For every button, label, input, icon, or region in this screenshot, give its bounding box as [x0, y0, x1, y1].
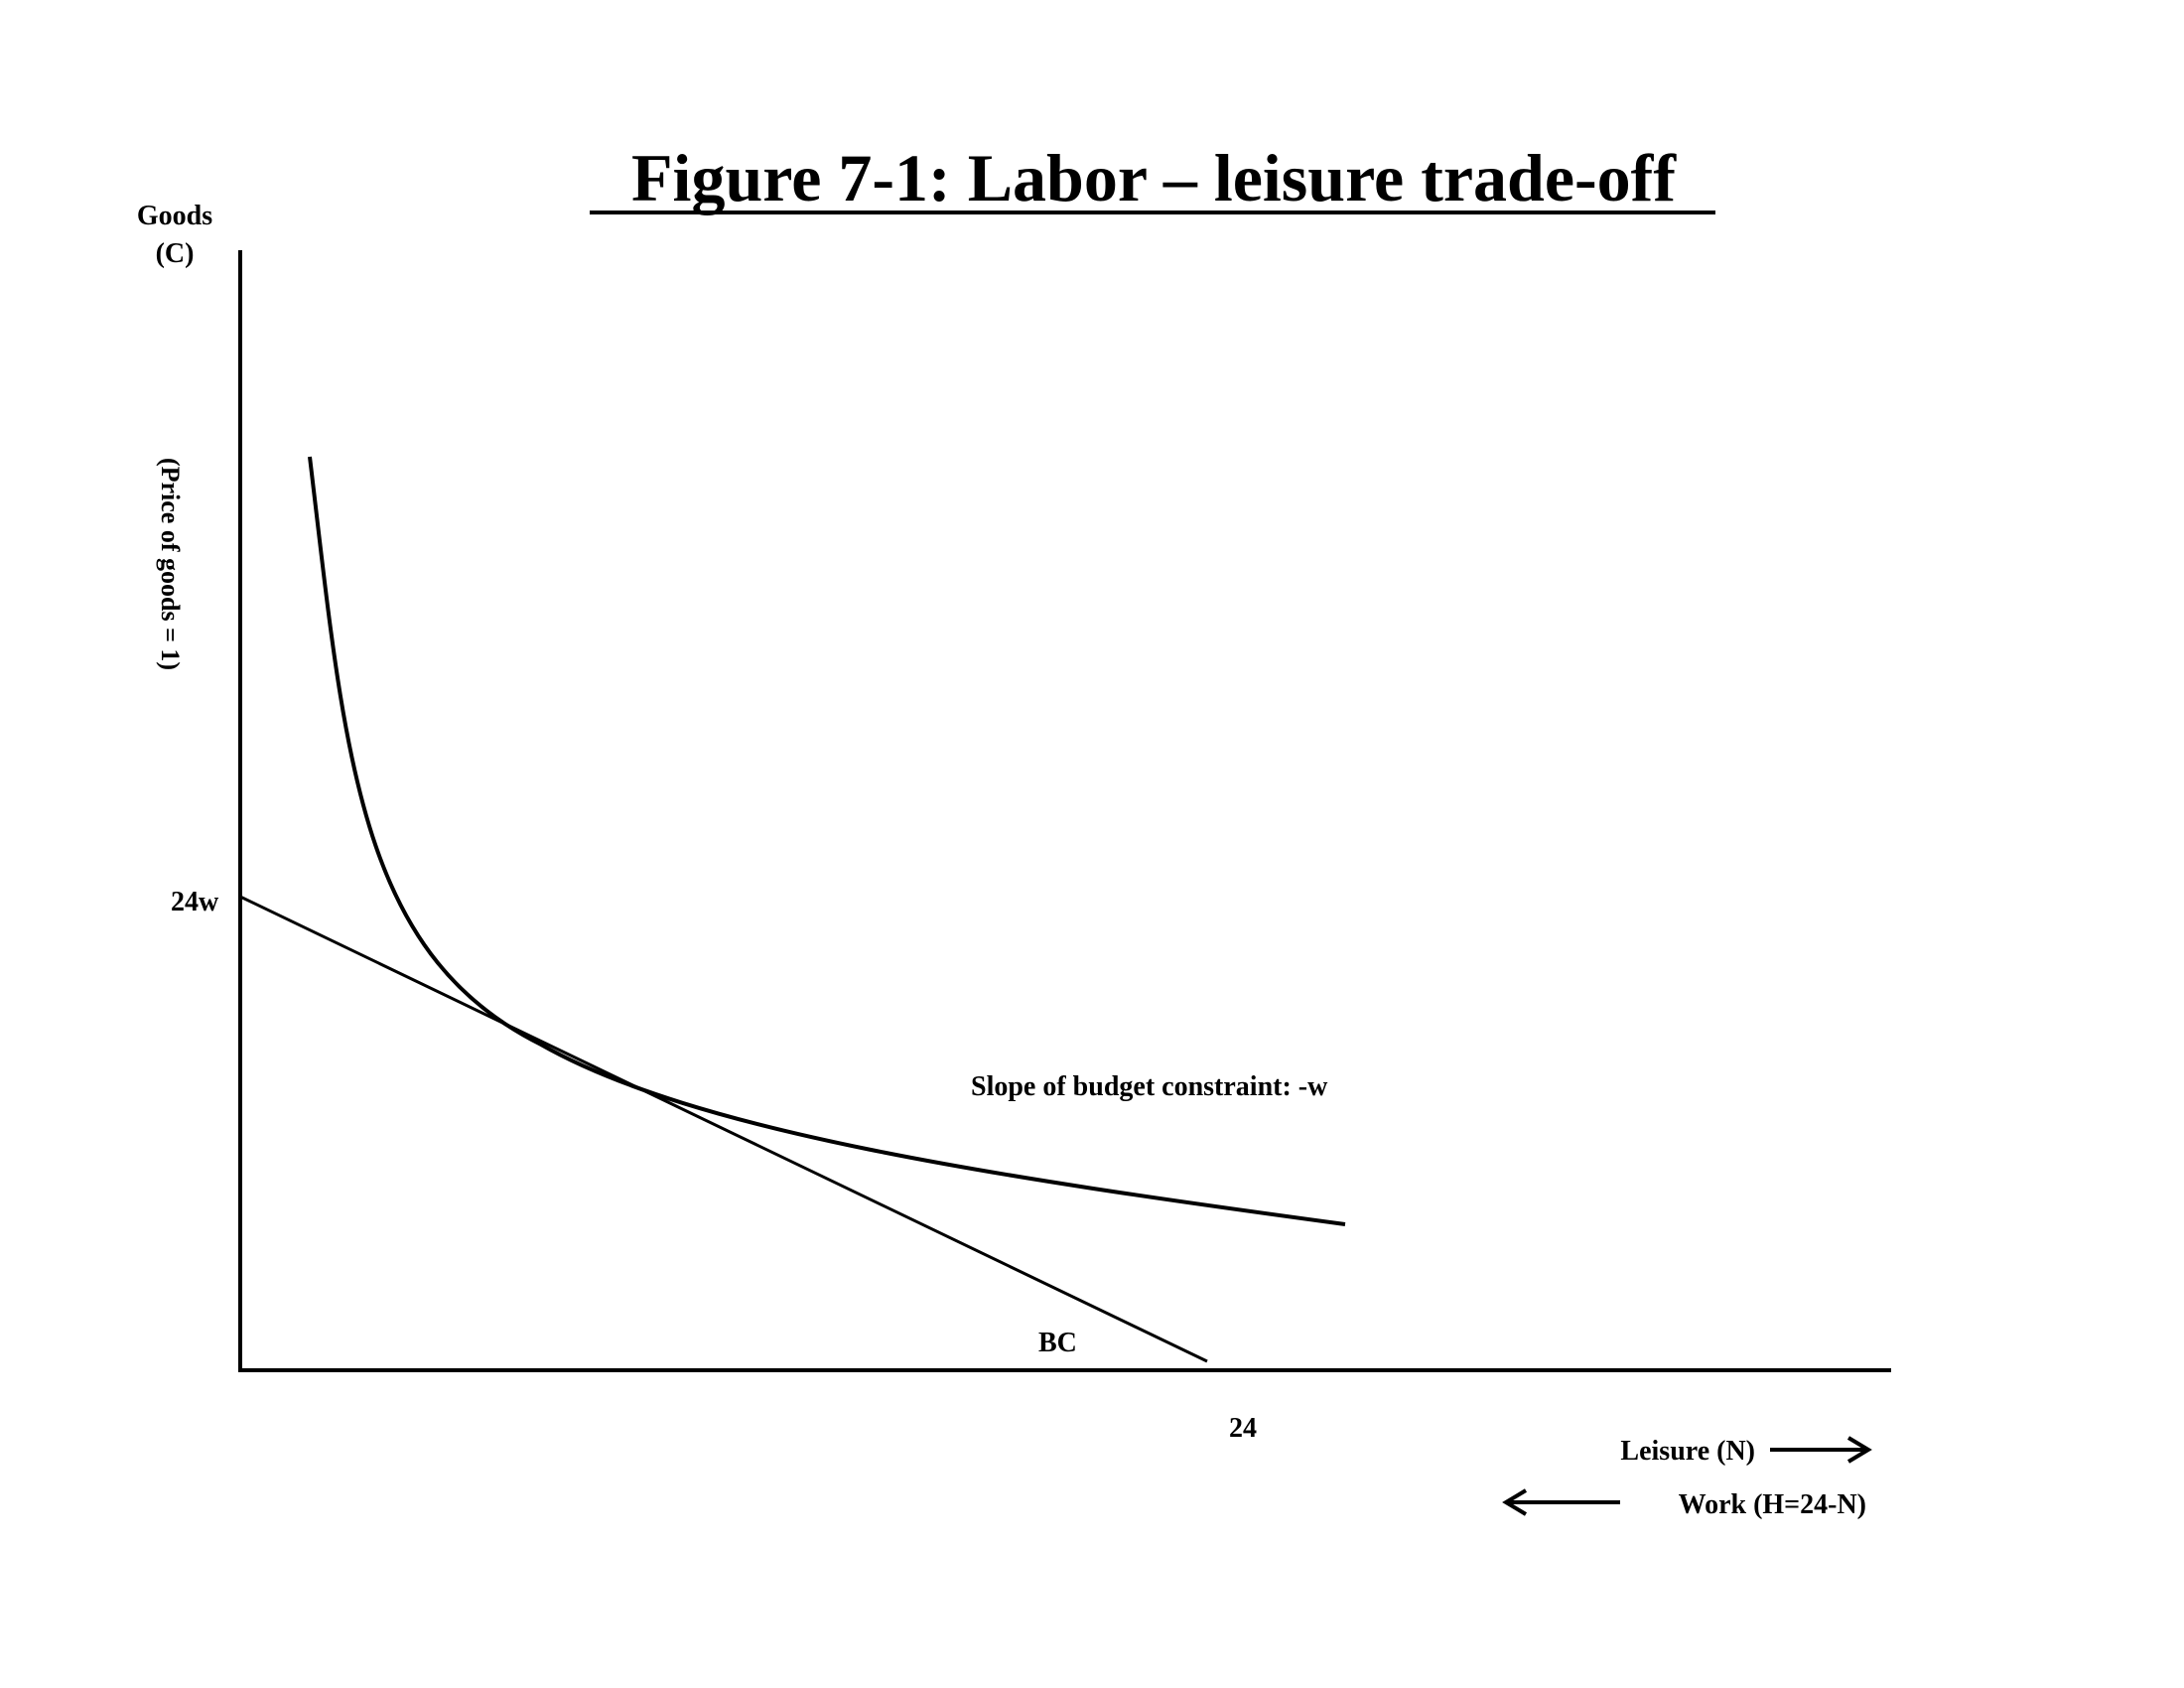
y-intercept-label: 24w [171, 887, 219, 917]
right-arrow-icon [1770, 1436, 1872, 1464]
y-axis-price-note: (Price of goods = 1) [156, 458, 185, 670]
y-axis-symbol: (C) [156, 238, 195, 269]
indifference-curve [308, 456, 1346, 1226]
y-axis-label: Goods [137, 201, 212, 231]
work-direction-label: Work (H=24-N) [1679, 1489, 1866, 1520]
figure-title: Figure 7-1: Labor – leisure trade-off [631, 140, 1677, 215]
x-intercept-label: 24 [1229, 1413, 1257, 1444]
leisure-direction-label: Leisure (N) [1620, 1436, 1755, 1467]
left-arrow-icon [1502, 1488, 1620, 1516]
slope-label: Slope of budget constraint: -w [971, 1071, 1328, 1102]
budget-constraint-line [239, 895, 1208, 1363]
budget-constraint-label: BC [1038, 1328, 1077, 1358]
